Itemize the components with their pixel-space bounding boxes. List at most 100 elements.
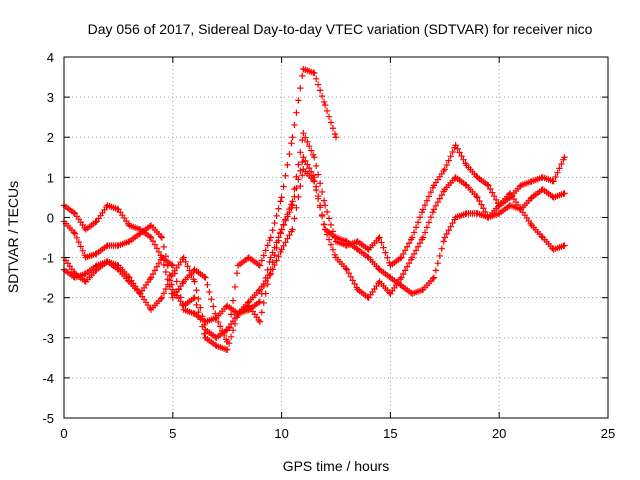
data-point <box>262 247 269 254</box>
data-point <box>151 241 159 248</box>
data-point <box>414 219 422 226</box>
data-point <box>168 290 175 297</box>
y-tick-label: -1 <box>42 251 54 266</box>
data-point <box>321 101 329 109</box>
data-point <box>146 233 154 240</box>
data-point <box>295 176 302 183</box>
data-point <box>320 197 328 204</box>
data-point <box>275 253 282 260</box>
x-tick-label: 25 <box>601 426 615 441</box>
data-point <box>286 150 293 158</box>
data-point <box>256 298 264 305</box>
y-tick-label: 3 <box>47 90 54 105</box>
data-point <box>103 243 110 250</box>
data-point <box>364 253 371 260</box>
data-point <box>191 278 198 285</box>
data-point <box>162 268 170 276</box>
data-point <box>320 98 328 106</box>
data-point <box>256 262 264 269</box>
data-point <box>284 213 291 220</box>
data-point <box>449 219 456 227</box>
data-point <box>412 224 420 231</box>
data-point <box>364 245 371 252</box>
data-point <box>351 280 358 288</box>
tick-layer: 0 5 10 15 20 25 -5 -4 -3 -2 -1 0 1 2 3 4 <box>42 50 615 441</box>
data-point <box>378 239 385 246</box>
data-point <box>284 161 291 169</box>
data-marks <box>60 65 568 354</box>
data-point <box>396 255 404 262</box>
data-point <box>286 231 293 239</box>
data-point <box>157 233 165 240</box>
data-point <box>314 195 322 202</box>
data-point <box>158 294 166 301</box>
data-point <box>282 172 289 179</box>
data-point <box>92 263 99 270</box>
data-point <box>160 290 168 297</box>
data-point <box>307 168 315 175</box>
data-point <box>193 287 200 294</box>
data-point <box>306 164 313 172</box>
data-point <box>77 243 84 250</box>
data-point <box>179 302 186 309</box>
data-point <box>456 149 463 156</box>
data-point <box>81 277 88 285</box>
data-point <box>277 198 284 205</box>
data-point <box>291 215 298 222</box>
x-tick-label: 10 <box>274 426 288 441</box>
data-point <box>282 217 289 225</box>
data-point <box>153 263 161 270</box>
data-point <box>280 183 287 190</box>
data-point <box>398 254 405 261</box>
data-point <box>288 140 295 147</box>
series-track-1 <box>60 65 340 345</box>
data-point <box>188 271 195 279</box>
data-point <box>452 142 459 149</box>
series-track-4 <box>60 166 568 325</box>
data-point <box>307 147 315 154</box>
data-point <box>155 248 163 256</box>
data-point <box>291 121 298 129</box>
data-point <box>73 234 81 242</box>
data-point <box>485 182 492 189</box>
data-point <box>282 239 289 246</box>
data-point <box>454 145 461 153</box>
data-point <box>289 134 296 141</box>
data-point <box>316 204 324 211</box>
data-point <box>400 270 407 278</box>
data-point <box>71 230 79 237</box>
data-point <box>229 297 237 304</box>
data-point <box>269 266 276 273</box>
data-point <box>436 252 443 260</box>
data-point <box>177 294 184 301</box>
data-point <box>403 263 411 270</box>
data-point <box>151 267 159 274</box>
data-point <box>278 246 285 253</box>
data-point <box>445 157 452 164</box>
data-point <box>271 251 278 259</box>
data-point <box>323 208 331 216</box>
data-point <box>410 250 418 258</box>
data-point <box>302 157 309 165</box>
data-point <box>405 259 413 267</box>
data-point <box>478 201 485 208</box>
data-point <box>297 167 304 174</box>
data-point <box>449 148 456 156</box>
data-point <box>217 323 224 330</box>
data-point <box>229 327 237 334</box>
data-point <box>430 206 438 213</box>
data-point <box>438 191 445 199</box>
data-point <box>166 277 173 284</box>
data-point <box>212 341 219 349</box>
data-point <box>262 290 269 297</box>
data-point <box>410 229 418 236</box>
data-point <box>275 205 282 212</box>
data-point <box>432 267 440 274</box>
data-point <box>447 153 454 160</box>
data-point <box>215 318 222 326</box>
data-point <box>191 294 198 301</box>
data-point <box>302 134 309 141</box>
data-point <box>561 190 568 197</box>
data-point <box>343 266 351 273</box>
data-point <box>255 261 262 268</box>
